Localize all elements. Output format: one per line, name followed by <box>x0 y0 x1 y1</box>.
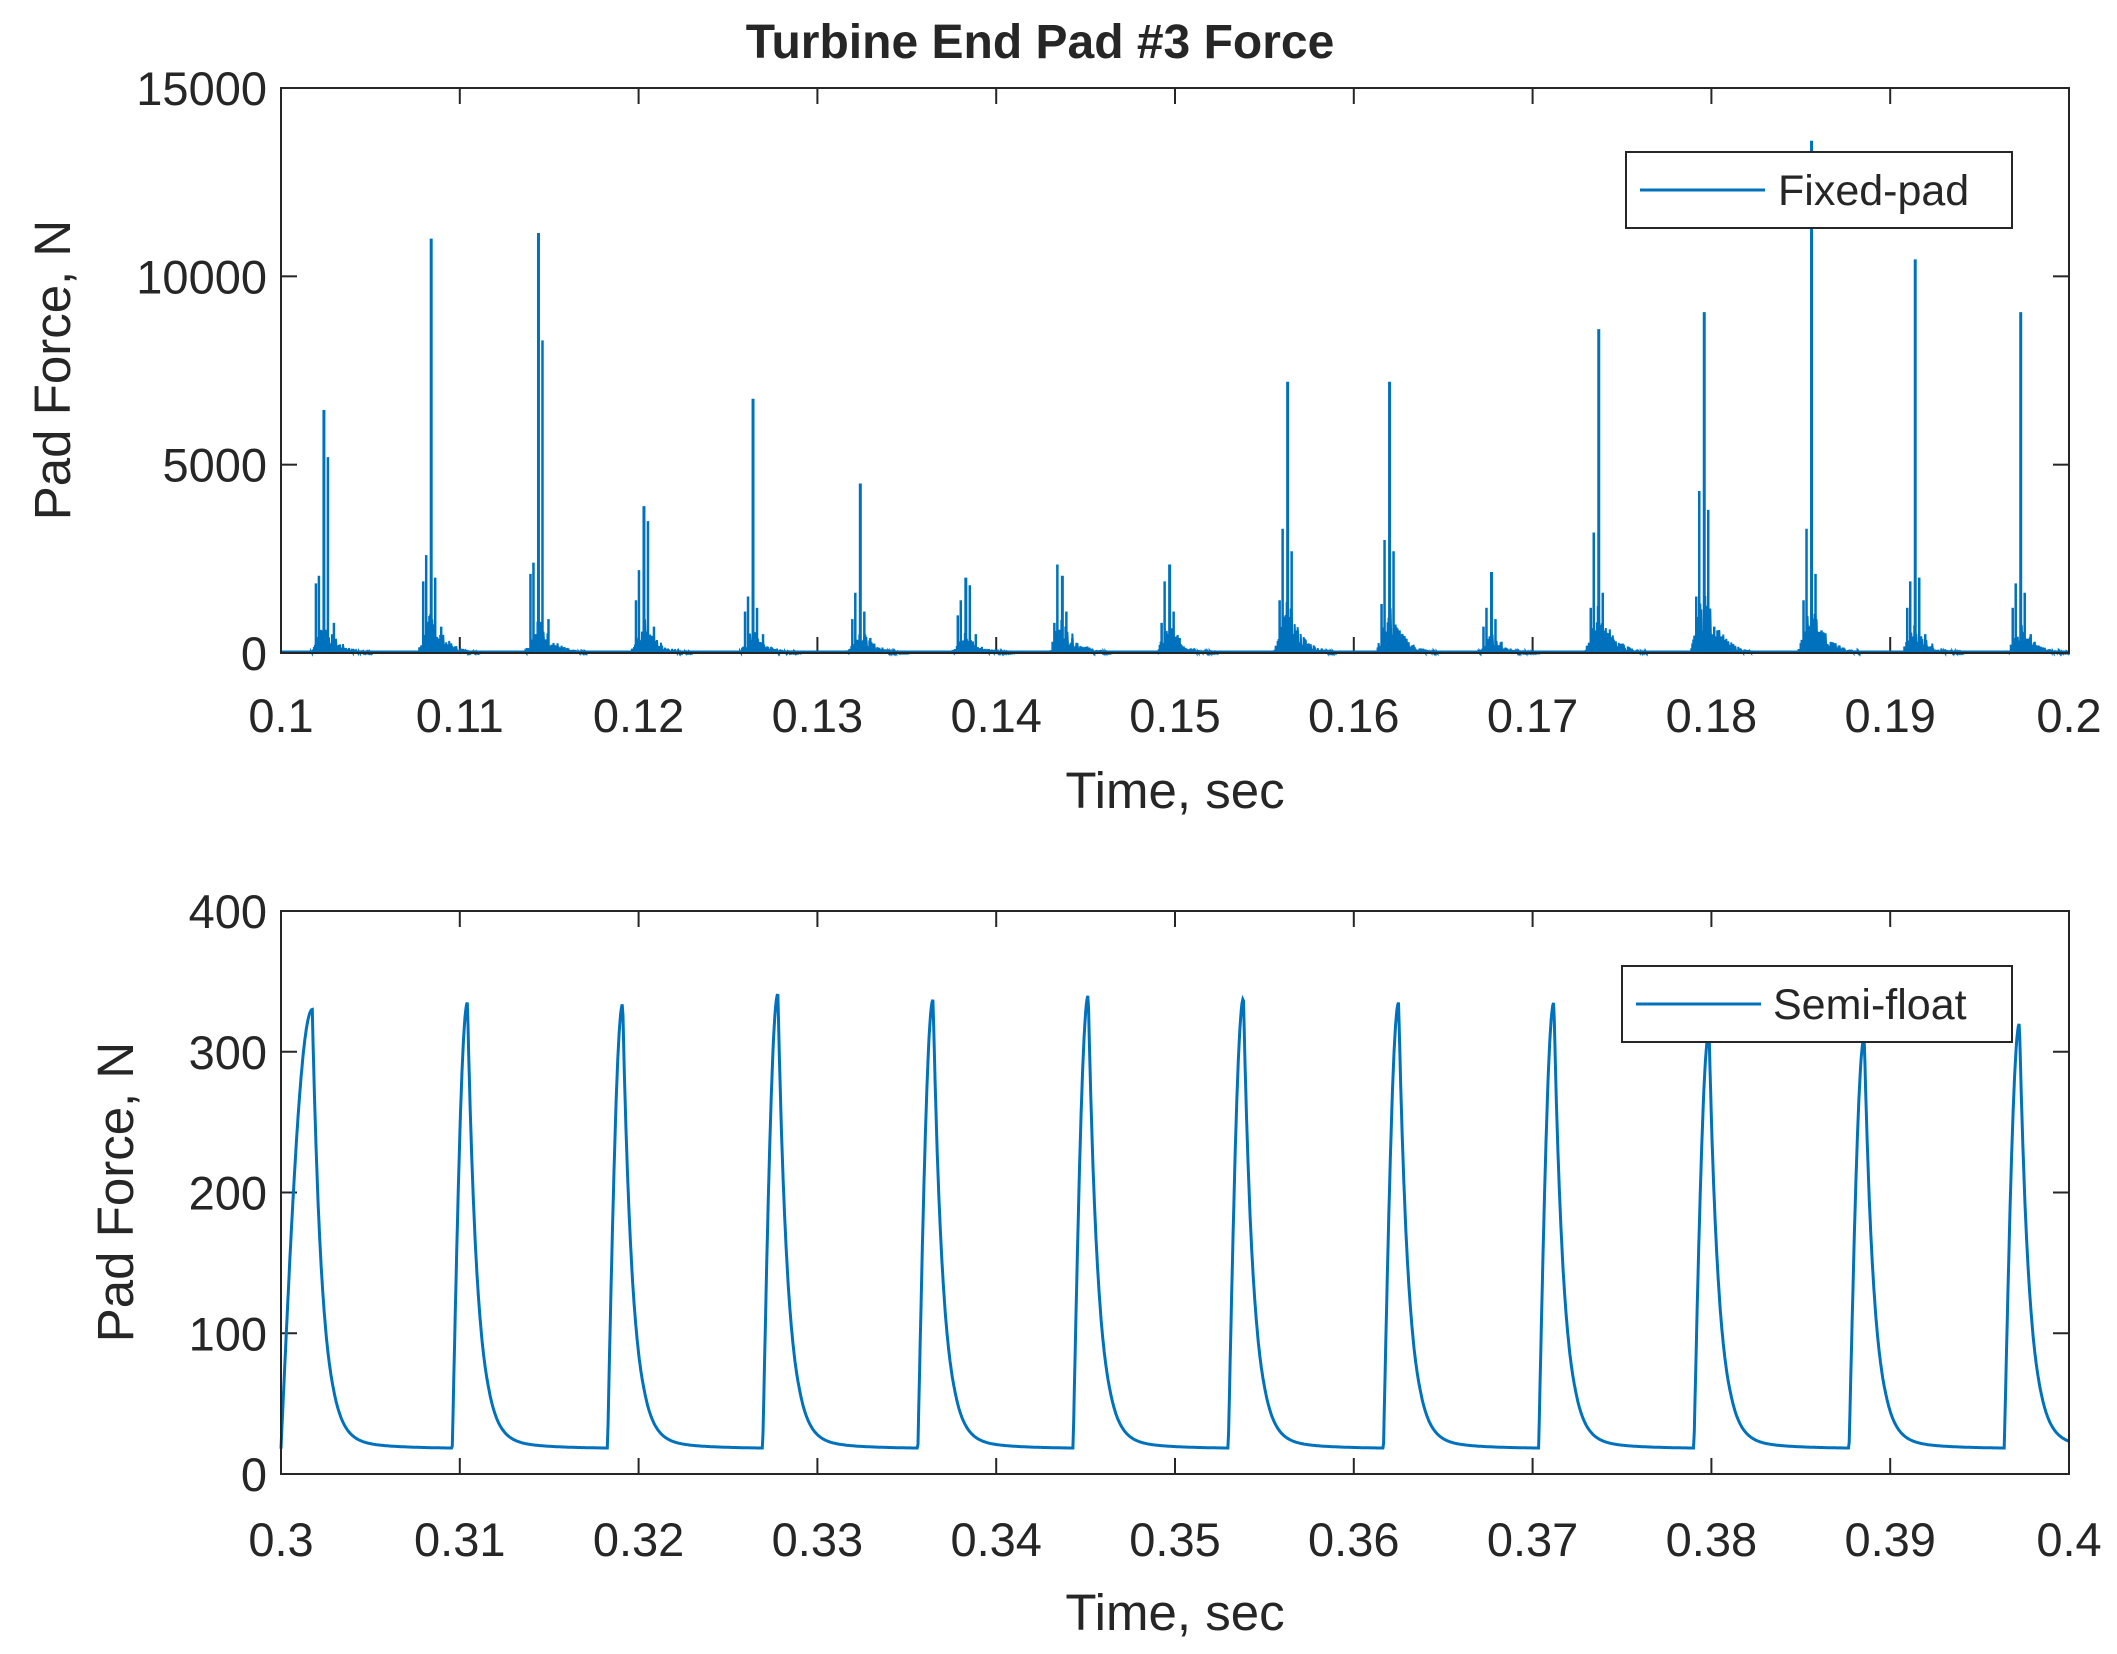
spike-cluster <box>1477 572 1541 657</box>
legend: Semi-float <box>1621 965 2013 1043</box>
y-tick-label: 10000 <box>136 250 267 303</box>
spike-burst <box>1155 625 1219 657</box>
x-tick-label: 0.1 <box>248 689 313 742</box>
spike-burst <box>1584 600 1648 657</box>
y-tick-label: 5000 <box>162 439 267 492</box>
spike-burst <box>1048 620 1112 657</box>
spike-cluster <box>1901 259 1965 657</box>
x-tick-label: 0.39 <box>1844 1513 1935 1566</box>
x-tick-label: 0.12 <box>593 689 684 742</box>
spike-cluster <box>1155 564 1219 657</box>
spike-cluster <box>309 410 373 657</box>
x-tick-label: 0.16 <box>1308 689 1399 742</box>
spike-cluster <box>951 577 1015 657</box>
y-tick-label: 200 <box>189 1167 267 1220</box>
y-tick-label: 15000 <box>136 62 267 115</box>
x-tick-label: 0.15 <box>1129 689 1220 742</box>
spike-burst <box>1797 613 1861 657</box>
x-tick-label: 0.11 <box>416 689 504 742</box>
spike-cluster <box>417 238 481 657</box>
spike-burst <box>524 621 588 657</box>
y-axis-label: Pad Force, N <box>24 220 81 520</box>
spike-cluster <box>1690 312 1754 657</box>
y-axis-label: Pad Force, N <box>87 1042 144 1342</box>
x-tick-label: 0.4 <box>2036 1513 2101 1566</box>
legend: Fixed-pad <box>1625 151 2013 229</box>
chart-title: Turbine End Pad #3 Force <box>746 16 1335 69</box>
x-tick-label: 0.18 <box>1666 689 1757 742</box>
spike-burst <box>2006 625 2070 657</box>
spike-cluster <box>1048 564 1112 657</box>
y-tick-label: 400 <box>189 885 267 938</box>
y-tick-label: 0 <box>241 627 267 680</box>
legend-entry-semi-float: Semi-float <box>1773 981 1967 1029</box>
x-tick-label: 0.3 <box>248 1513 313 1566</box>
spike-cluster <box>1273 381 1337 657</box>
spike-burst <box>1375 608 1439 657</box>
x-tick-label: 0.37 <box>1487 1513 1578 1566</box>
semi-float-chart: 0.3 0.31 0.32 0.33 0.34 0.35 0.36 0.37 0.38 0.39 0… <box>87 885 2102 1641</box>
spike-cluster <box>739 398 803 657</box>
x-tick-label: 0.13 <box>772 689 863 742</box>
spike-cluster <box>846 483 910 657</box>
x-tick-label: 0.31 <box>414 1513 505 1566</box>
y-tick-label: 100 <box>189 1307 267 1360</box>
x-tick-label: 0.19 <box>1844 689 1935 742</box>
spike-burst <box>1690 596 1754 657</box>
y-tick-label: 300 <box>189 1026 267 1079</box>
spike-cluster <box>2006 312 2070 657</box>
x-tick-label: 0.36 <box>1308 1513 1399 1566</box>
y-tick-label: 0 <box>241 1448 267 1501</box>
x-axis-label: Time, sec <box>1065 762 1284 819</box>
x-tick-label: 0.35 <box>1129 1513 1220 1566</box>
spike-cluster <box>1584 329 1648 657</box>
fixed-pad-chart: Turbine End Pad #3 Force 0.1 0.11 0.12 0.13… <box>24 16 2102 819</box>
spike-cluster <box>524 233 588 657</box>
spike-cluster <box>1375 381 1439 657</box>
spike-cluster <box>629 506 693 657</box>
x-tick-label: 0.17 <box>1487 689 1578 742</box>
x-tick-label: 0.38 <box>1666 1513 1757 1566</box>
spike-burst <box>1273 601 1337 657</box>
x-tick-label: 0.14 <box>950 689 1041 742</box>
x-tick-label: 0.2 <box>2036 689 2101 742</box>
x-axis-label: Time, sec <box>1065 1584 1284 1641</box>
x-tick-label: 0.34 <box>950 1513 1041 1566</box>
legend-entry-fixed-pad: Fixed-pad <box>1778 167 1969 215</box>
spike-burst <box>629 619 693 657</box>
semi-float-line <box>279 993 2070 1450</box>
x-tick-label: 0.32 <box>593 1513 684 1566</box>
x-tick-label: 0.33 <box>772 1513 863 1566</box>
plot-area-frame <box>280 910 2070 1475</box>
plot-area-frame <box>280 87 2070 654</box>
semi-float-series <box>279 993 2070 1450</box>
